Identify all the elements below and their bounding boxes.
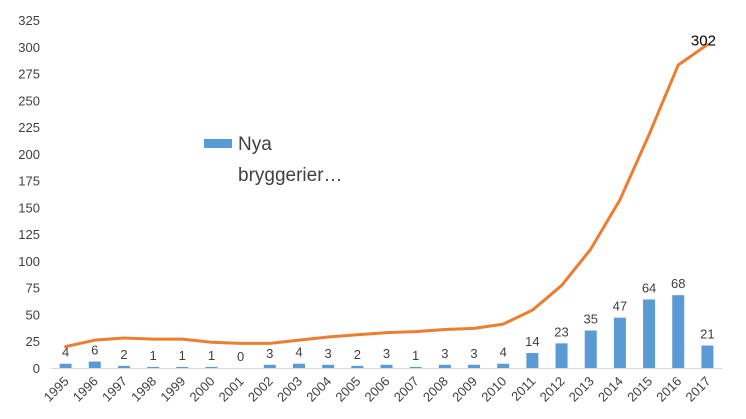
x-tick-label: 2014 — [595, 374, 626, 405]
bar-data-label: 47 — [613, 299, 627, 314]
x-tick-label: 2011 — [508, 374, 538, 404]
bar-data-label: 2 — [120, 347, 127, 362]
bar — [409, 366, 422, 368]
x-tick-label: 2007 — [391, 374, 422, 405]
bar — [380, 364, 393, 368]
bar — [322, 364, 335, 368]
bar-data-label: 68 — [671, 276, 685, 291]
bar-data-label: 3 — [383, 346, 390, 361]
bar-data-label: 1 — [412, 348, 419, 363]
x-tick-label: 2012 — [537, 374, 568, 405]
y-tick-label: 150 — [18, 200, 40, 215]
x-tick-label: 1995 — [41, 374, 72, 405]
x-tick-label: 2013 — [566, 374, 597, 405]
legend-label-line2: bryggerier… — [238, 165, 343, 186]
bar-data-label: 3 — [325, 346, 332, 361]
bar-data-label: 3 — [470, 346, 477, 361]
bar — [555, 343, 568, 368]
bar — [263, 364, 276, 368]
legend-swatch — [204, 139, 232, 148]
x-tick-label: 2016 — [653, 374, 684, 405]
x-tick-label: 2009 — [449, 374, 480, 405]
x-tick-label: 2015 — [624, 374, 655, 405]
bar-data-label: 21 — [700, 327, 714, 342]
bar — [526, 353, 539, 368]
x-tick-label: 1998 — [128, 374, 159, 405]
bar — [117, 365, 130, 368]
bar — [351, 365, 364, 368]
y-tick-label: 175 — [18, 174, 40, 189]
y-tick-label: 75 — [26, 281, 40, 296]
bar — [59, 363, 72, 368]
x-tick-label: 2002 — [245, 374, 276, 405]
bar — [438, 364, 451, 368]
x-tick-label: 2017 — [682, 374, 713, 405]
bar-data-label: 1 — [149, 348, 156, 363]
x-tick-label: 2005 — [332, 374, 363, 405]
bar — [292, 363, 305, 368]
bar-data-label: 23 — [554, 324, 568, 339]
y-tick-label: 300 — [18, 40, 40, 55]
line-end-label: 302 — [691, 33, 716, 50]
legend-label-line1: Nya — [238, 134, 272, 155]
bar-data-label: 4 — [500, 345, 507, 360]
bar-data-label: 6 — [91, 343, 98, 358]
legend: Nya bryggerier… — [204, 134, 343, 186]
bar — [205, 366, 218, 368]
y-tick-label: 200 — [18, 147, 40, 162]
bar — [176, 366, 189, 368]
bar — [672, 295, 685, 368]
x-tick-label: 2008 — [420, 374, 451, 405]
y-tick-label: 50 — [26, 307, 40, 322]
bar-data-label: 1 — [208, 348, 215, 363]
bar — [643, 299, 656, 368]
bar-data-label: 4 — [295, 345, 302, 360]
x-tick-label: 2001 — [216, 374, 247, 405]
bar-data-label: 1 — [179, 348, 186, 363]
bar — [147, 366, 160, 368]
bar — [613, 317, 626, 368]
x-axis: 1995199619971998199920002001200220032004… — [41, 374, 714, 405]
bar-data-label: 3 — [441, 346, 448, 361]
y-tick-label: 0 — [33, 361, 40, 376]
bar-data-label: 4 — [62, 345, 69, 360]
y-tick-label: 125 — [18, 227, 40, 242]
bar-data-label: 3 — [266, 346, 273, 361]
bar — [88, 361, 101, 368]
x-tick-label: 1997 — [99, 374, 130, 405]
y-tick-label: 325 — [18, 13, 40, 28]
x-tick-label: 1996 — [70, 374, 101, 405]
bar — [468, 364, 481, 368]
x-tick-label: 2004 — [303, 374, 334, 405]
bar — [701, 345, 714, 368]
bar-data-label: 2 — [354, 347, 361, 362]
bar-data-label: 0 — [237, 349, 244, 364]
y-tick-label: 275 — [18, 67, 40, 82]
bar-data-label: 64 — [642, 280, 656, 295]
bar-data-label: 35 — [583, 312, 597, 327]
x-tick-label: 2003 — [274, 374, 305, 405]
bar — [584, 330, 597, 368]
y-tick-label: 250 — [18, 93, 40, 108]
x-tick-label: 2000 — [187, 374, 218, 405]
x-tick-label: 2006 — [362, 374, 393, 405]
x-tick-label: 1999 — [157, 374, 188, 405]
y-axis: 0 25 50 75 100 125 150 175 200 225 250 275 300 325 — [18, 13, 40, 376]
bar-series — [59, 295, 714, 368]
line-series — [64, 43, 709, 349]
bar-data-label: 14 — [525, 334, 539, 349]
y-tick-label: 100 — [18, 254, 40, 269]
bar — [497, 363, 510, 368]
x-tick-label: 2010 — [478, 374, 509, 405]
y-tick-label: 25 — [26, 334, 40, 349]
y-tick-label: 225 — [18, 120, 40, 135]
